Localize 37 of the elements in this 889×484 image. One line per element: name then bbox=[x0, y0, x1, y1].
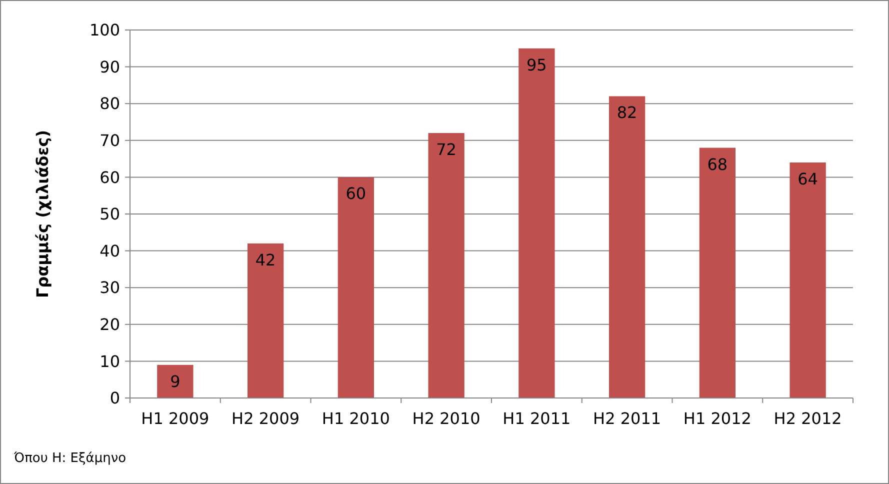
data-label: 64 bbox=[798, 169, 818, 188]
x-tick-label: H2 2010 bbox=[412, 409, 480, 428]
y-axis-title: Γραμμές (χιλιάδες) bbox=[33, 130, 52, 298]
y-tick-label: 40 bbox=[100, 241, 120, 260]
x-tick-label: H1 2010 bbox=[322, 409, 390, 428]
bar bbox=[790, 162, 826, 398]
x-tick-label: H1 2011 bbox=[502, 409, 571, 428]
y-tick-label: 100 bbox=[89, 20, 120, 40]
bar bbox=[699, 148, 736, 398]
bar bbox=[157, 364, 194, 398]
x-tick-label: H2 2012 bbox=[774, 409, 842, 428]
x-tick-label: H2 2009 bbox=[232, 409, 300, 428]
data-label: 72 bbox=[436, 140, 456, 160]
y-tick-label: 90 bbox=[100, 57, 120, 76]
x-tick-label: H1 2012 bbox=[683, 409, 752, 428]
data-label: 68 bbox=[707, 154, 728, 174]
x-tick-label: H2 2011 bbox=[593, 409, 662, 428]
bar bbox=[608, 96, 646, 398]
bar bbox=[338, 177, 374, 398]
data-label: 95 bbox=[526, 55, 547, 74]
y-tick-label: 20 bbox=[100, 315, 120, 334]
y-tick-label: 0 bbox=[110, 388, 120, 408]
y-tick-label: 60 bbox=[100, 168, 120, 187]
data-label: 42 bbox=[255, 250, 276, 270]
y-tick-label: 50 bbox=[100, 204, 120, 224]
y-tick-label: 80 bbox=[100, 94, 120, 114]
text: Όπου Η: Εξάμηνο bbox=[13, 451, 126, 466]
data-label: 60 bbox=[346, 184, 366, 204]
y-tick-label: 30 bbox=[100, 278, 120, 298]
bar bbox=[247, 243, 284, 398]
y-tick-label: 10 bbox=[100, 352, 120, 371]
bar bbox=[428, 133, 464, 398]
data-label: 9 bbox=[170, 372, 180, 391]
x-tick-label: H1 2009 bbox=[141, 409, 210, 428]
y-tick-label: 70 bbox=[100, 131, 120, 150]
bar bbox=[518, 48, 555, 398]
data-label: 82 bbox=[616, 103, 638, 122]
